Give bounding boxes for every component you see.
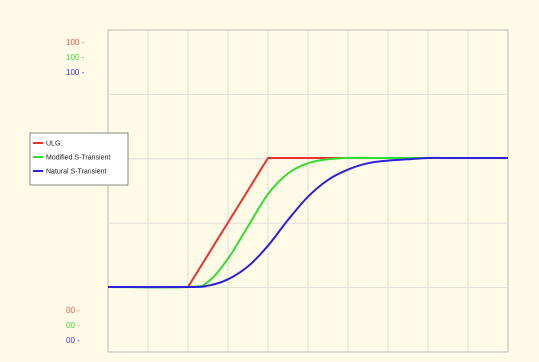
y-tick-label-bottom-2: 00 - (66, 321, 80, 330)
y-tick-labels-bottom: 00 - 00 - 00 - (66, 306, 80, 345)
series-layer (107, 156, 508, 289)
y-tick-label-top-3: 100 - (66, 68, 85, 77)
legend: ULG Modified S-Transient Natural S-Transie… (29, 132, 129, 186)
series-line-2 (107, 156, 508, 289)
y-tick-label-bottom-1: 00 - (66, 306, 80, 315)
y-tick-label-bottom-3: 00 - (66, 336, 80, 345)
legend-label-1: ULG (46, 141, 60, 148)
y-tick-labels-top: 100 - 100 - 100 - (66, 38, 85, 77)
y-tick-label-top-2: 100 - (66, 53, 85, 62)
legend-label-2: Modified S-Transient (46, 155, 110, 162)
series-line-3 (107, 156, 508, 289)
y-tick-label-top-1: 100 - (66, 38, 85, 47)
legend-box (29, 132, 129, 186)
legend-label-3: Natural S-Transient (46, 169, 106, 176)
